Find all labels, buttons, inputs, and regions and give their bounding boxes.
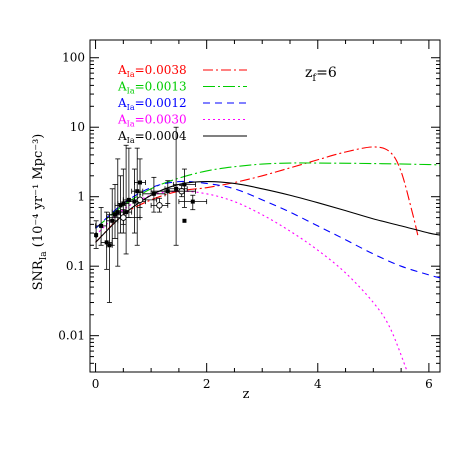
legend-label-main: A xyxy=(117,129,127,143)
legend-label-sub: Ia xyxy=(127,136,135,145)
model-curves xyxy=(95,146,440,371)
y-tick-label: 0.01 xyxy=(58,329,85,343)
data-point xyxy=(111,158,124,267)
data-point xyxy=(106,209,141,225)
y-tick-label: 10 xyxy=(70,120,85,134)
marker-filled xyxy=(110,218,115,223)
y-axis-title-sub: Ia xyxy=(39,251,49,261)
legend-entry-3: AIa=0.0012 xyxy=(117,96,247,112)
legend-entry-2: AIa=0.0013 xyxy=(117,80,247,96)
legend-label-sub: Ia xyxy=(127,103,135,112)
marker-filled xyxy=(115,210,120,215)
legend-label-sub: Ia xyxy=(127,70,135,79)
marker-filled xyxy=(113,212,117,217)
y-axis-title-units: (10⁻⁴ yr⁻¹ Mpc⁻³) xyxy=(31,134,46,252)
data-point xyxy=(106,214,113,303)
data-point xyxy=(142,176,166,213)
marker-filled xyxy=(138,180,142,185)
marker-filled xyxy=(182,182,187,187)
x-axis-title: z xyxy=(243,387,250,402)
legend-label: AIa=0.0004 xyxy=(117,129,187,145)
x-tick-labels: 0 2 4 6 xyxy=(92,377,433,391)
data-point xyxy=(164,126,188,246)
y-tick-label: 100 xyxy=(62,51,85,65)
data-point xyxy=(182,218,187,223)
data-point xyxy=(95,207,108,246)
observations xyxy=(93,126,208,303)
legend-label-sub: Ia xyxy=(127,120,135,129)
data-point xyxy=(172,168,196,208)
zf-annotation-sub: f xyxy=(312,73,317,84)
y-tick-label: 0.1 xyxy=(66,259,85,273)
marker-filled xyxy=(174,186,179,191)
marker-open xyxy=(156,202,163,209)
marker-filled xyxy=(94,233,99,238)
marker-filled xyxy=(165,189,170,194)
legend-entry-5: AIa=0.0004 xyxy=(117,129,247,145)
data-point xyxy=(150,180,185,204)
data-point xyxy=(122,192,158,208)
legend-label-sub: Ia xyxy=(127,87,135,96)
data-point xyxy=(109,184,121,239)
plot-frame xyxy=(89,39,441,373)
marker-filled xyxy=(135,189,140,194)
axis-ticks xyxy=(90,40,440,373)
legend-label: AIa=0.0038 xyxy=(117,63,187,79)
data-point xyxy=(131,147,144,246)
legend-label-tail: =0.0038 xyxy=(135,63,187,77)
legend-entry-1: AIa=0.0038 xyxy=(117,63,247,79)
x-tick-label: 4 xyxy=(314,377,322,391)
marker-open xyxy=(136,196,144,204)
legend-label-main: A xyxy=(117,113,127,127)
legend-label: AIa=0.0013 xyxy=(117,80,187,96)
y-axis-title: SNRIa (10⁻⁴ yr⁻¹ Mpc⁻³) xyxy=(31,134,49,291)
y-tick-label: 1 xyxy=(77,190,85,204)
marker-filled xyxy=(190,199,195,204)
zf-annotation-main: z xyxy=(305,65,312,81)
data-point xyxy=(134,158,146,219)
legend-label: AIa=0.0012 xyxy=(117,96,187,112)
legend-label-main: A xyxy=(117,80,127,94)
series-line-2 xyxy=(95,162,440,229)
marker-open xyxy=(120,214,127,221)
series-line-3 xyxy=(95,180,440,279)
x-tick-label: 0 xyxy=(92,377,100,391)
marker-filled xyxy=(99,223,104,228)
marker-filled xyxy=(182,218,187,223)
legend-entry-4: AIa=0.0030 xyxy=(117,113,247,129)
marker-filled xyxy=(107,243,112,248)
y-tick-labels: 0.01 0.1 1 10 100 xyxy=(58,51,85,343)
zf-annotation-tail: =6 xyxy=(316,65,337,81)
marker-filled xyxy=(132,199,137,204)
y-axis-title-main: SNR xyxy=(31,259,46,290)
legend-label-tail: =0.0030 xyxy=(135,113,187,127)
x-tick-label: 6 xyxy=(425,377,433,391)
x-tick-label: 2 xyxy=(203,377,211,391)
legend-label: AIa=0.0030 xyxy=(117,113,187,129)
series-line-1 xyxy=(95,146,419,243)
data-point xyxy=(178,194,208,211)
legend-label-main: A xyxy=(117,96,127,110)
legend-label-tail: =0.0012 xyxy=(135,96,187,110)
legend-label-main: A xyxy=(117,63,127,77)
marker-filled xyxy=(104,240,109,245)
marker-filled xyxy=(124,210,129,215)
legend-label-tail: =0.0013 xyxy=(135,80,187,94)
legend-label-tail: =0.0004 xyxy=(135,129,187,143)
zf-annotation: zf=6 xyxy=(305,65,337,84)
legend: AIa=0.0038AIa=0.0013AIa=0.0012AIa=0.0030… xyxy=(117,63,247,145)
marker-filled xyxy=(151,191,156,196)
data-point xyxy=(93,220,99,249)
marker-filled xyxy=(118,203,123,208)
